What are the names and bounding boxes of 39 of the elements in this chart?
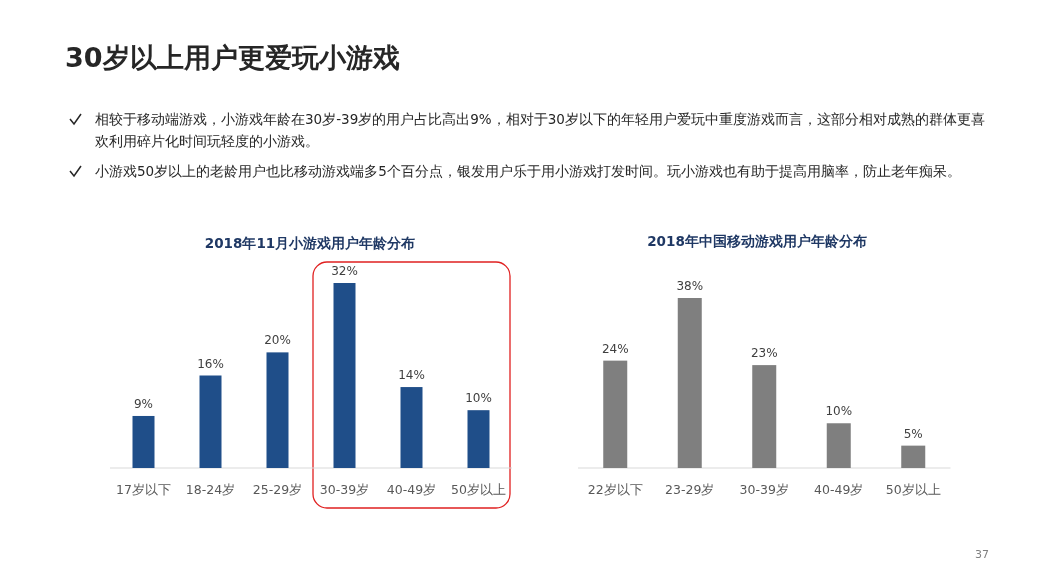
x-tick-label: 18-24岁 bbox=[185, 482, 236, 497]
x-tick-label: 22岁以下 bbox=[587, 482, 643, 497]
data-label: 38% bbox=[676, 279, 704, 293]
text: 37 bbox=[975, 548, 989, 561]
bar bbox=[603, 360, 628, 468]
bar bbox=[752, 365, 777, 468]
data-label: 5% bbox=[903, 426, 923, 441]
data-label: 14% bbox=[398, 368, 425, 383]
data-label: 20% bbox=[264, 333, 291, 348]
bar bbox=[677, 298, 702, 468]
x-tick-label: 17岁以下 bbox=[116, 482, 171, 497]
x-tick-label: 30-39岁 bbox=[739, 482, 789, 497]
x-tick-label: 40-49岁 bbox=[814, 482, 864, 497]
bar bbox=[400, 387, 423, 468]
text: 小游戏50岁以上的老龄用户也比移动游戏端多5个百分点，银发用户乐于用小游戏打发时间。玩小游戏也有助于提高用脑率，防止老年痴呆。 bbox=[95, 162, 962, 181]
data-label: 24% bbox=[601, 341, 629, 356]
data-label: 9% bbox=[133, 396, 154, 411]
bar bbox=[266, 352, 289, 468]
text: 相较于移动端游戏，小游戏年龄在30岁-39岁的用户占比高出9%，相对于30岁以下的年轻用户爱玩中重度游戏而言，这部分相对成熟的群体更喜欢利用碎片化时间玩轻度的小游戏。 bbox=[95, 110, 986, 151]
chart-title: 2018年中国移动游戏用户年龄分布 bbox=[647, 233, 867, 249]
data-label: 16% bbox=[197, 356, 224, 371]
x-tick-label: 30-39岁 bbox=[319, 482, 370, 497]
x-tick-label: 23-29岁 bbox=[665, 482, 715, 497]
chart-title: 2018年11月小游戏用户年龄分布 bbox=[204, 235, 416, 251]
bar bbox=[467, 410, 490, 468]
x-tick-label: 50岁以上 bbox=[885, 482, 941, 497]
x-tick-label: 40-49岁 bbox=[386, 482, 437, 497]
data-label: 32% bbox=[331, 264, 358, 278]
x-tick-label: 50岁以上 bbox=[451, 482, 506, 497]
bar bbox=[199, 375, 222, 468]
data-label: 23% bbox=[750, 346, 778, 361]
text: 30岁以上用户更爱玩小游戏 bbox=[65, 41, 400, 75]
bar bbox=[826, 423, 851, 468]
bar bbox=[901, 445, 926, 468]
data-label: 10% bbox=[465, 391, 492, 406]
bar bbox=[132, 415, 155, 468]
x-tick-label: 25-29岁 bbox=[252, 482, 303, 497]
data-label: 10% bbox=[825, 404, 853, 419]
bar bbox=[333, 283, 356, 468]
